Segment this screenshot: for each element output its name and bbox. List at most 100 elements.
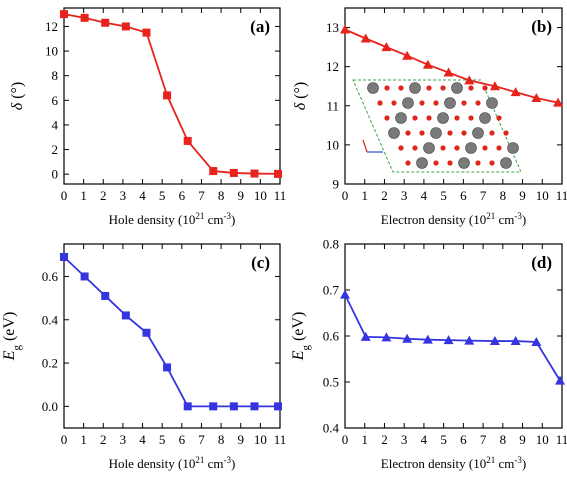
- x-axis-label: Electron density (1021 cm-3): [381, 455, 526, 471]
- inset-atom-large: [465, 142, 477, 154]
- inset-atom-large: [500, 157, 512, 169]
- data-point: [489, 336, 500, 346]
- inset-atom-small: [433, 100, 439, 106]
- x-tick-label: 7: [480, 188, 487, 203]
- panel-label: (b): [531, 17, 552, 36]
- inset-atom-small: [489, 130, 495, 136]
- inset-atom-small: [384, 115, 390, 121]
- y-axis-label-text: Eg (eV): [1, 312, 23, 362]
- data-point: [381, 332, 392, 342]
- x-axis-label: Hole density (1021 cm-3): [109, 211, 236, 227]
- inset-atom-large: [444, 97, 456, 109]
- data-point: [250, 169, 259, 178]
- y-tick-label: 4: [52, 117, 59, 132]
- data-point: [60, 10, 68, 19]
- y-tick-label: 0.5: [323, 375, 339, 390]
- x-tick-label: 3: [120, 432, 127, 447]
- x-tick-label: 2: [100, 432, 107, 447]
- inset-atom-small: [440, 145, 446, 151]
- data-point: [360, 331, 371, 341]
- data-point: [510, 87, 521, 97]
- inset-atom-small: [447, 160, 453, 166]
- x-tick-label: 9: [237, 432, 244, 447]
- y-tick-label: 9: [333, 177, 340, 192]
- x-tick-label: 11: [274, 188, 287, 203]
- y-tick-label: 12: [326, 59, 339, 74]
- inset-atom-small: [391, 100, 397, 106]
- inset-atom-large: [395, 112, 407, 124]
- inset-atom-small: [426, 115, 432, 121]
- inset-atom-large: [409, 82, 421, 94]
- inset-cell-outline: [352, 79, 522, 173]
- data-point: [183, 136, 192, 145]
- y-tick-label: 0.4: [42, 312, 59, 327]
- x-tick-label: 2: [381, 188, 388, 203]
- x-tick-label: 5: [159, 432, 166, 447]
- y-tick-label: 0.0: [42, 399, 58, 414]
- inset-atom-small: [405, 130, 411, 136]
- y-tick-label: 12: [45, 19, 58, 34]
- x-tick-label: 10: [254, 432, 267, 447]
- panel-c: 0 1 2 3 4 5 6 7 8 9 10 11 0.0 0.2 0.4 0.6 (c) Hole densit…: [1, 243, 287, 471]
- data-point: [80, 272, 89, 281]
- y-axis-label-text: δ (°): [9, 82, 26, 111]
- inset-atom-small: [482, 145, 488, 151]
- data-point: [101, 18, 110, 27]
- inset-atom-small: [468, 85, 474, 91]
- x-tick-label: 10: [254, 188, 267, 203]
- data-point: [422, 334, 433, 344]
- data-point: [229, 168, 238, 177]
- inset-atom-small: [412, 115, 418, 121]
- x-tick-label: 11: [556, 432, 567, 447]
- data-point: [121, 22, 130, 31]
- series-line: [344, 294, 561, 382]
- inset-atom-large: [479, 112, 491, 124]
- inset-atom-small: [405, 160, 411, 166]
- data-point: [209, 402, 218, 411]
- x-tick-label: 1: [80, 432, 87, 447]
- panel-label: (a): [250, 17, 270, 36]
- data-point: [229, 402, 238, 411]
- data-point: [121, 311, 130, 320]
- inset-atom-small: [426, 85, 432, 91]
- inset-atom-small: [454, 145, 460, 151]
- inset-atom-large: [472, 127, 484, 139]
- inset-atom-small: [384, 85, 390, 91]
- x-tick-label: 2: [381, 432, 388, 447]
- x-axis-label: Hole density (1021 cm-3): [109, 455, 236, 471]
- x-tick-label: 11: [274, 432, 287, 447]
- data-point: [274, 169, 283, 178]
- x-tick-label: 9: [237, 188, 244, 203]
- x-tick-label: 9: [519, 188, 526, 203]
- data-point: [142, 28, 151, 37]
- data-point: [274, 402, 283, 411]
- inset-atom-small: [489, 160, 495, 166]
- x-tick-label: 3: [401, 432, 408, 447]
- x-tick-label: 8: [500, 432, 507, 447]
- inset-atom-small: [412, 145, 418, 151]
- x-tick-label: 0: [61, 188, 68, 203]
- inset-atom-small: [454, 115, 460, 121]
- x-tick-label: 1: [361, 432, 368, 447]
- y-axis-label: δ (°): [292, 82, 309, 111]
- inset-atom-small: [377, 100, 383, 106]
- x-tick-label: 4: [421, 188, 428, 203]
- inset-atom-large: [430, 127, 442, 139]
- x-axis-label: Electron density (1021 cm-3): [381, 211, 526, 227]
- data-point: [464, 335, 475, 345]
- inset-atom-large: [388, 127, 400, 139]
- inset-atom-small: [419, 100, 425, 106]
- data-point: [464, 75, 475, 85]
- plot-frame: [63, 7, 281, 185]
- x-tick-label: 6: [460, 432, 467, 447]
- panel-label: (d): [531, 253, 552, 272]
- inset-atom-small: [419, 130, 425, 136]
- y-tick-label: 0.4: [323, 421, 340, 436]
- y-axis-label: Eg (eV): [1, 312, 23, 362]
- data-point: [360, 33, 371, 43]
- y-axis-label: Eg (eV): [290, 312, 312, 362]
- y-tick-label: 0.2: [42, 356, 58, 371]
- y-tick-label: 8: [52, 68, 59, 83]
